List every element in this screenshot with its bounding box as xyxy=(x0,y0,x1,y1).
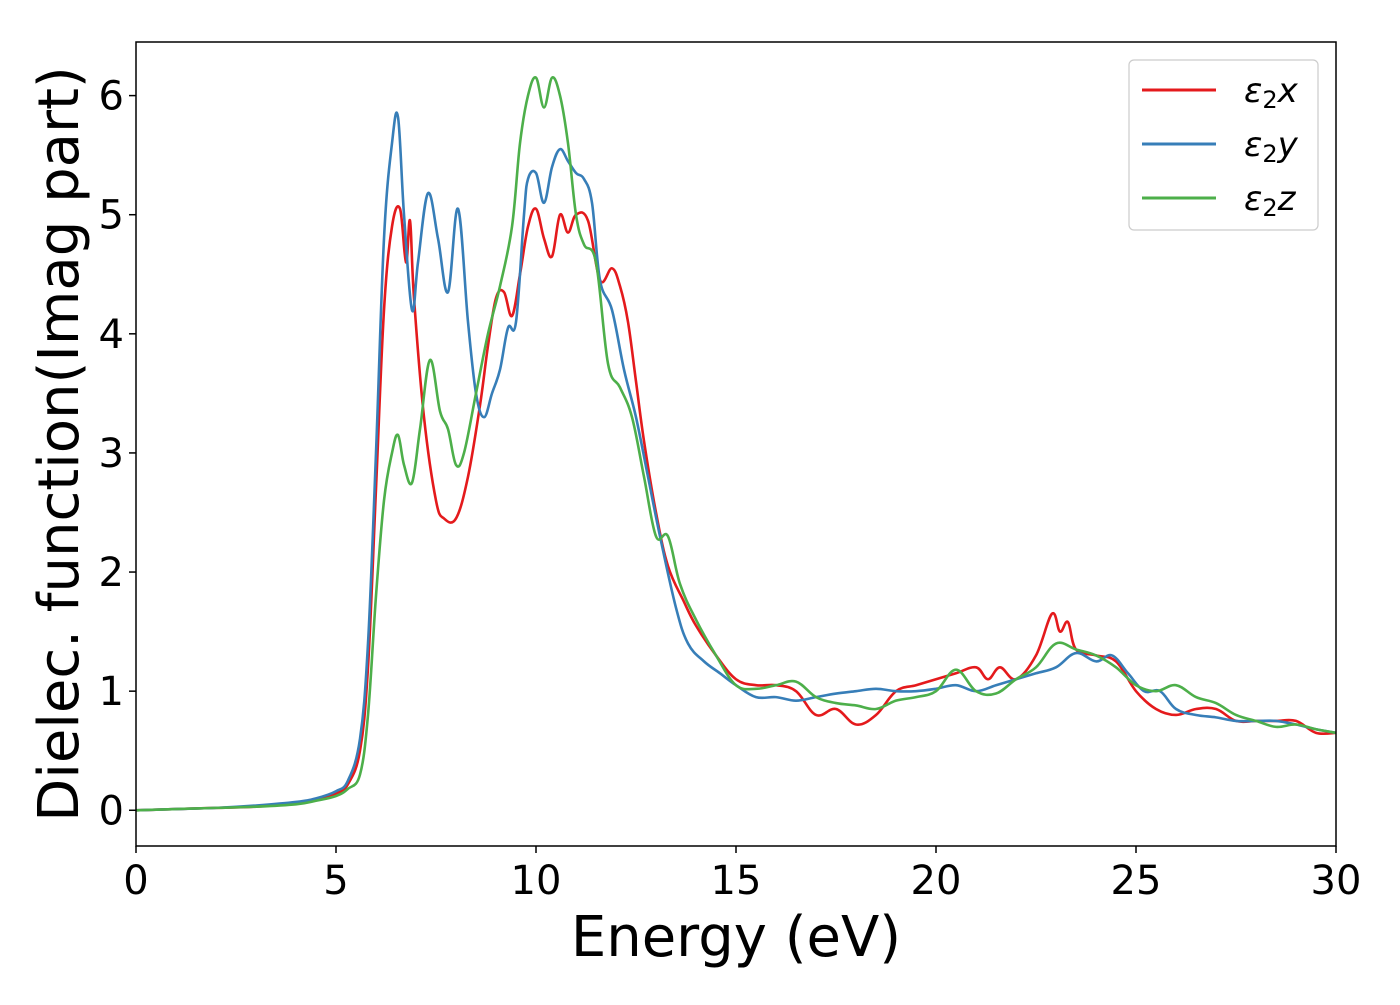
x-axis-label: Energy (eV) xyxy=(571,905,901,970)
y-tick-label: 3 xyxy=(99,431,124,477)
y-tick-label: 0 xyxy=(99,788,124,834)
legend-label: ε2y xyxy=(1244,125,1299,168)
y-tick-label: 6 xyxy=(99,74,124,120)
legend-label-subscript: 2 xyxy=(1262,86,1277,114)
y-axis-label: Dielec. function(Imag part) xyxy=(27,66,92,822)
x-tick-label: 5 xyxy=(323,858,348,904)
legend-label-base: ε xyxy=(1244,179,1262,219)
y-tick-label: 4 xyxy=(99,312,124,358)
y-tick-label: 1 xyxy=(99,669,124,715)
x-tick-label: 30 xyxy=(1311,858,1362,904)
legend-label-base: ε xyxy=(1244,125,1262,165)
legend-label-subscript: 2 xyxy=(1262,140,1277,168)
x-tick-label: 20 xyxy=(911,858,962,904)
legend-label-suffix: x xyxy=(1277,71,1299,111)
legend-label: ε2x xyxy=(1244,71,1299,114)
ticks-layer: 0 5 10 15 20 25 30 0 1 2 3 4 5 6 xyxy=(99,74,1362,904)
series-line-z xyxy=(136,76,1336,812)
series-layer xyxy=(136,76,1336,812)
x-tick-label: 15 xyxy=(711,858,762,904)
legend-item-x: ε2x xyxy=(1142,71,1299,114)
y-tick-label: 2 xyxy=(99,550,124,596)
y-tick-label: 5 xyxy=(99,193,124,239)
legend-label-base: ε xyxy=(1244,71,1262,111)
series-line-x xyxy=(136,204,1336,812)
legend-label-suffix: y xyxy=(1277,125,1299,165)
legend-item-y: ε2y xyxy=(1142,125,1299,168)
x-tick-label: 25 xyxy=(1111,858,1162,904)
legend-box xyxy=(1128,59,1319,231)
legend-label: ε2z xyxy=(1244,179,1297,222)
legend-item-z: ε2z xyxy=(1142,179,1297,222)
x-tick-label: 0 xyxy=(123,858,148,904)
legend-label-subscript: 2 xyxy=(1262,194,1277,222)
x-tick-label: 10 xyxy=(511,858,562,904)
legend-label-suffix: z xyxy=(1277,179,1297,219)
